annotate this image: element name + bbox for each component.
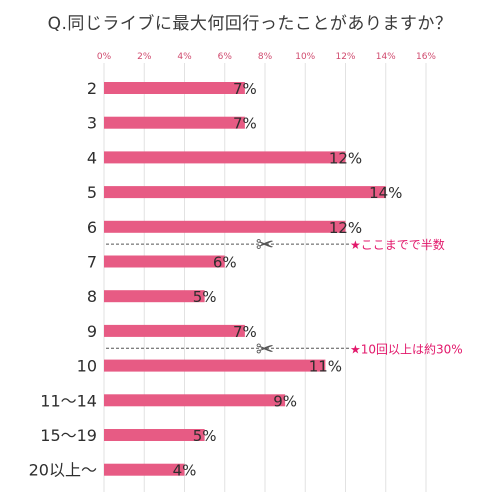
bar xyxy=(104,359,326,372)
x-tick-label: 6% xyxy=(218,52,233,62)
data-label: 4% xyxy=(173,462,197,480)
bar xyxy=(104,463,185,476)
bar xyxy=(104,255,225,268)
x-tick-label: 10% xyxy=(295,52,315,62)
data-label: 7% xyxy=(233,115,257,133)
data-label: 12% xyxy=(329,219,362,237)
bar xyxy=(104,220,346,233)
bar xyxy=(104,324,245,337)
data-label: 7% xyxy=(233,323,257,341)
annotation-label: ★10回以上は約30% xyxy=(350,341,463,356)
data-label: 11% xyxy=(309,358,342,376)
bar xyxy=(104,82,245,94)
bar xyxy=(104,429,205,441)
x-tick-label: 2% xyxy=(137,52,152,62)
scissors-icon: ✂ xyxy=(256,233,274,258)
annotation-label: ★ここまでで半数 xyxy=(350,237,445,252)
bar xyxy=(104,116,245,129)
data-label: 12% xyxy=(329,149,362,167)
category-label: 2 xyxy=(87,79,97,98)
x-tick-label: 4% xyxy=(177,52,192,62)
data-label: 14% xyxy=(369,184,402,202)
category-label: 4 xyxy=(87,148,97,167)
data-label: 6% xyxy=(213,254,237,272)
category-label: 7 xyxy=(87,253,97,272)
category-label: 20以上〜 xyxy=(29,461,97,480)
bar xyxy=(104,151,346,164)
x-tick-label: 16% xyxy=(416,52,436,62)
category-label: 5 xyxy=(87,183,97,202)
data-label: 5% xyxy=(193,288,217,306)
data-label: 9% xyxy=(273,392,297,410)
category-label: 3 xyxy=(87,114,97,133)
data-label: 5% xyxy=(193,427,217,445)
category-label: 9 xyxy=(87,322,97,341)
category-label: 8 xyxy=(87,287,97,306)
category-label: 6 xyxy=(87,218,97,237)
chart-title: Q.同じライブに最大何回行ったことがありますか？ xyxy=(47,14,453,34)
bar xyxy=(104,186,386,199)
category-label: 10 xyxy=(77,357,97,376)
category-label: 15〜19 xyxy=(40,426,97,445)
x-tick-label: 0% xyxy=(97,52,112,62)
category-label: 11〜14 xyxy=(40,391,97,410)
x-tick-label: 14% xyxy=(376,52,396,62)
bar xyxy=(104,394,286,407)
data-label: 7% xyxy=(233,80,257,98)
bar xyxy=(104,290,205,303)
x-tick-label: 8% xyxy=(258,52,273,62)
x-tick-label: 12% xyxy=(335,52,355,62)
scissors-icon: ✂ xyxy=(256,337,274,362)
